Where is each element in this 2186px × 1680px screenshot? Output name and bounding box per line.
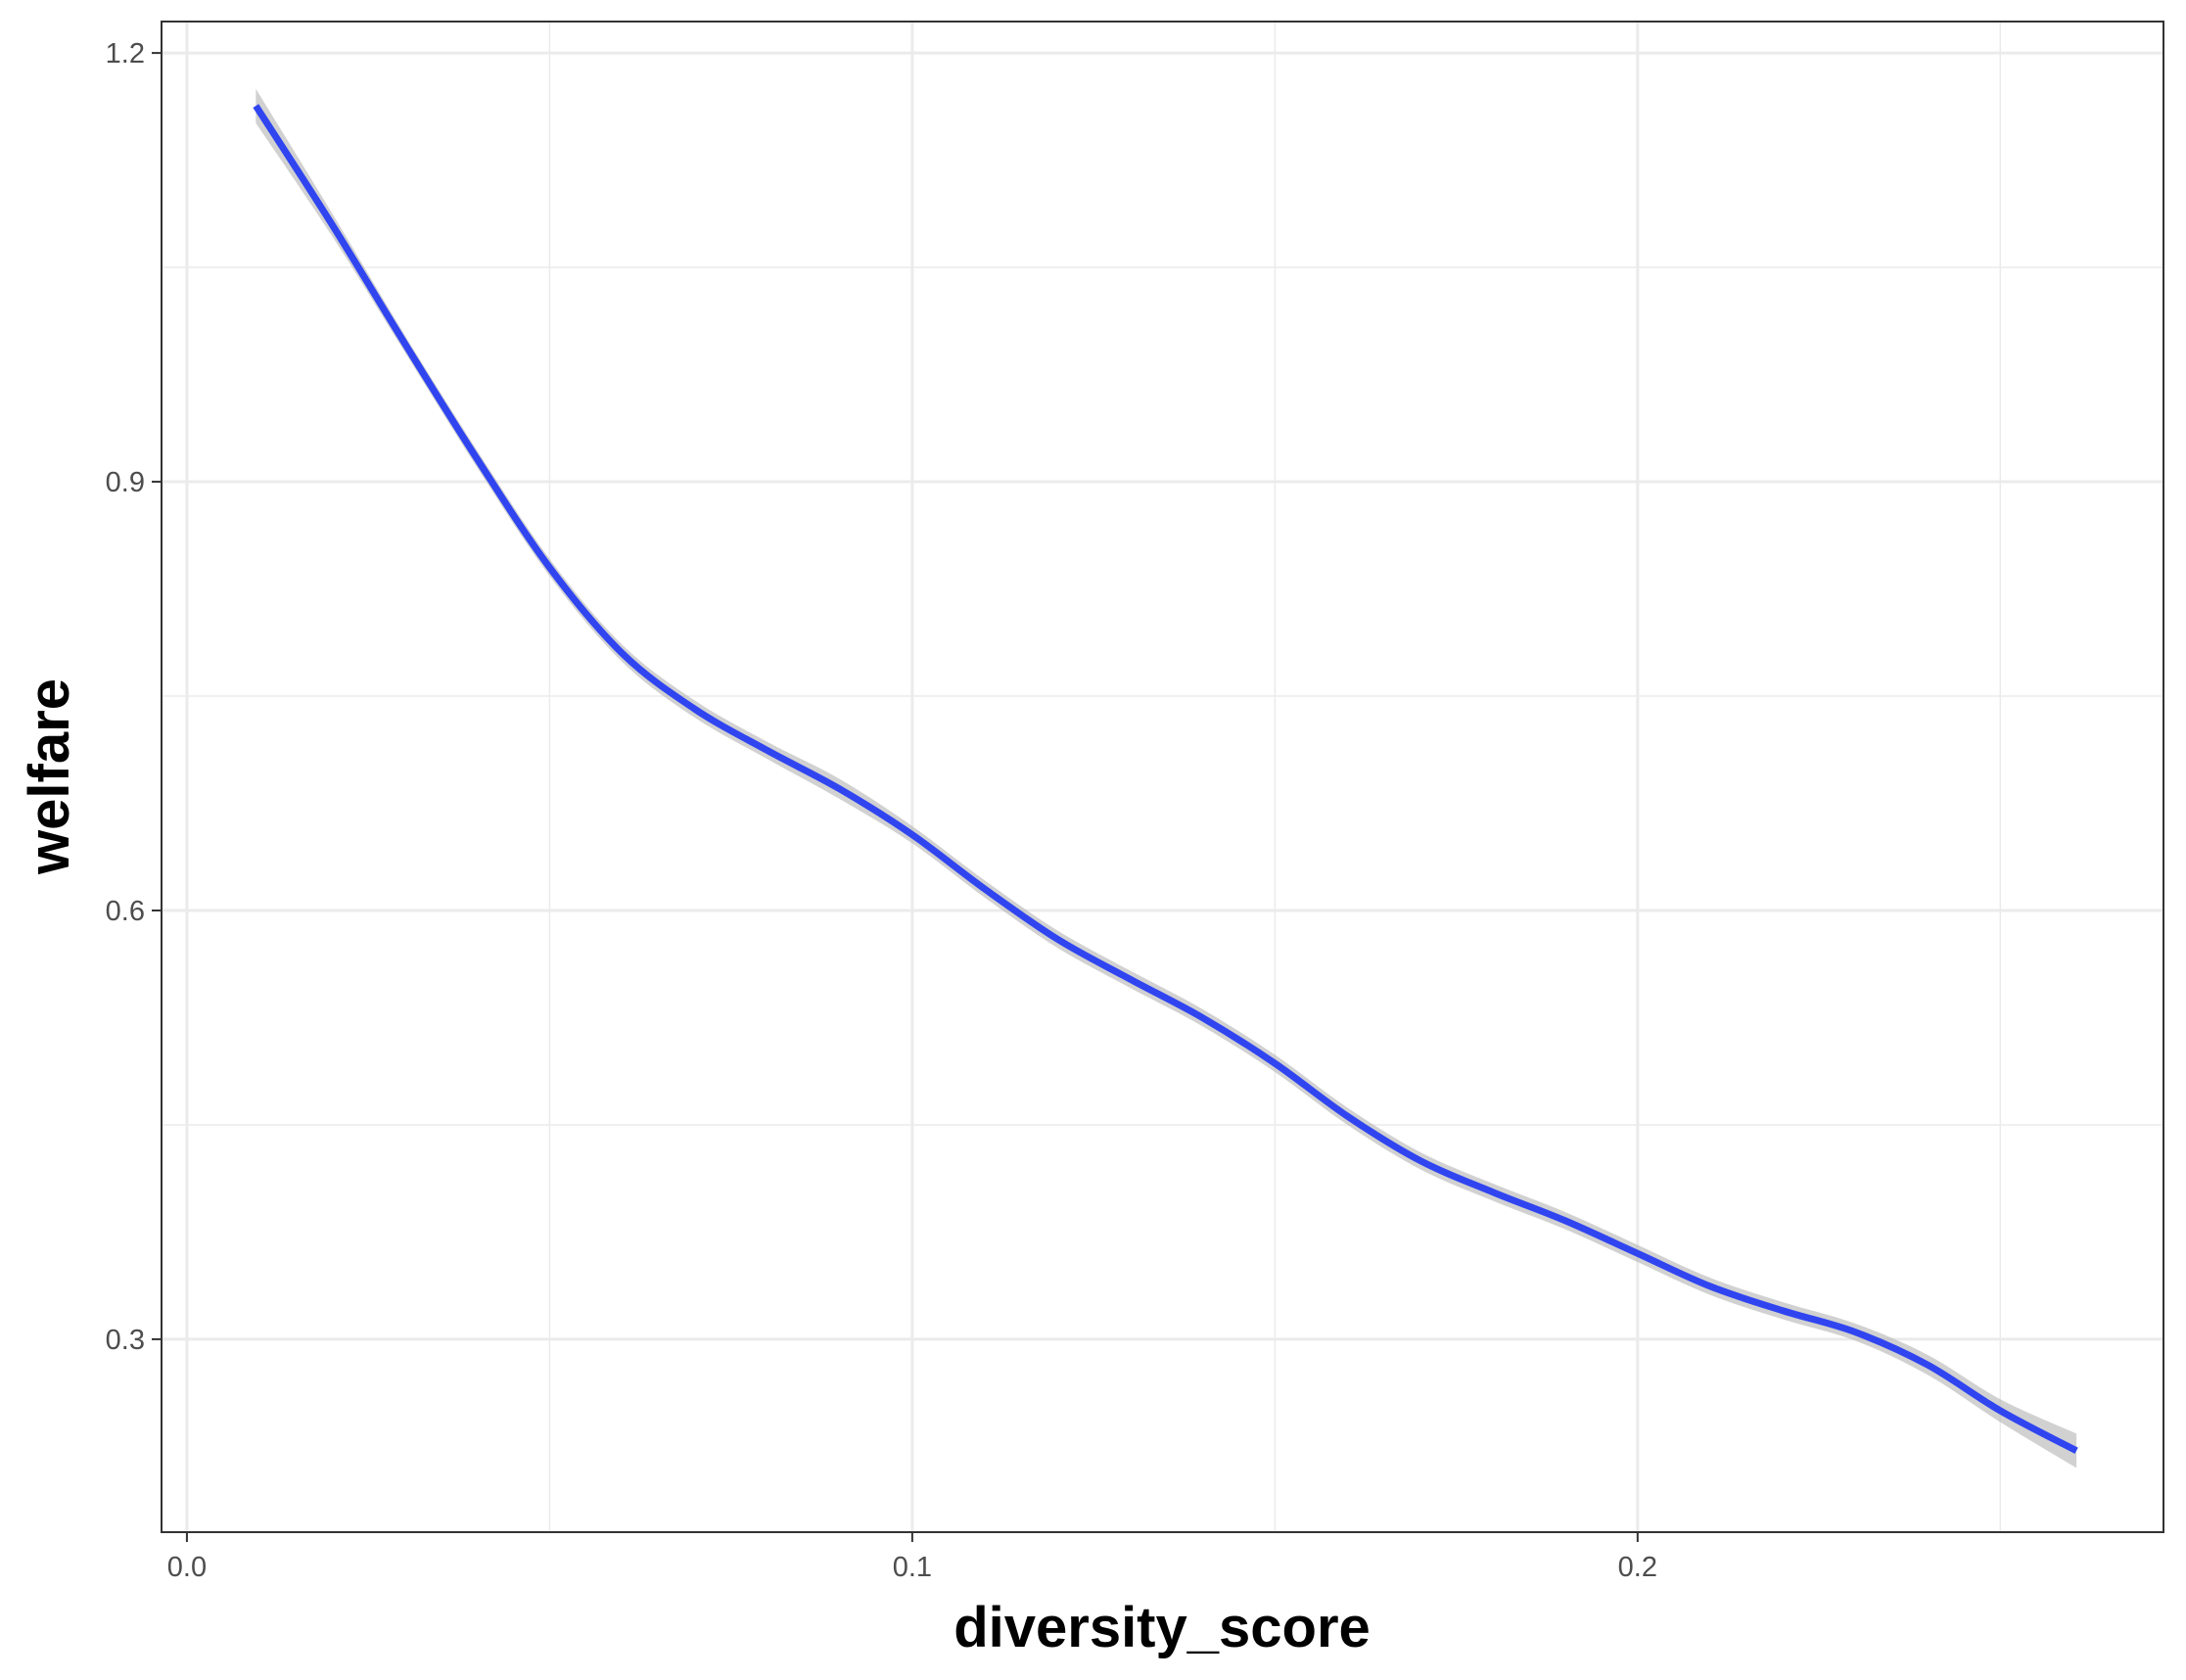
smooth-fit-line xyxy=(253,104,2078,1454)
x-tick-label: 0.1 xyxy=(893,1552,932,1583)
y-axis: 0.3 0.6 0.9 1.2 xyxy=(106,38,162,1356)
panel-background xyxy=(162,22,2163,1532)
grid-minor xyxy=(162,22,2163,1532)
x-tick-label: 0.0 xyxy=(167,1552,207,1583)
x-axis: 0.0 0.1 0.2 xyxy=(167,1532,1657,1583)
y-axis-title: welfare xyxy=(18,678,81,875)
y-tick-label: 1.2 xyxy=(106,38,145,70)
x-axis-title: diversity_score xyxy=(953,1596,1371,1659)
y-tick-label: 0.6 xyxy=(106,896,145,927)
x-tick-label: 0.2 xyxy=(1618,1552,1657,1583)
panel-border xyxy=(161,21,2164,1533)
y-tick-label: 0.9 xyxy=(106,467,145,498)
y-tick-label: 0.3 xyxy=(106,1325,145,1356)
